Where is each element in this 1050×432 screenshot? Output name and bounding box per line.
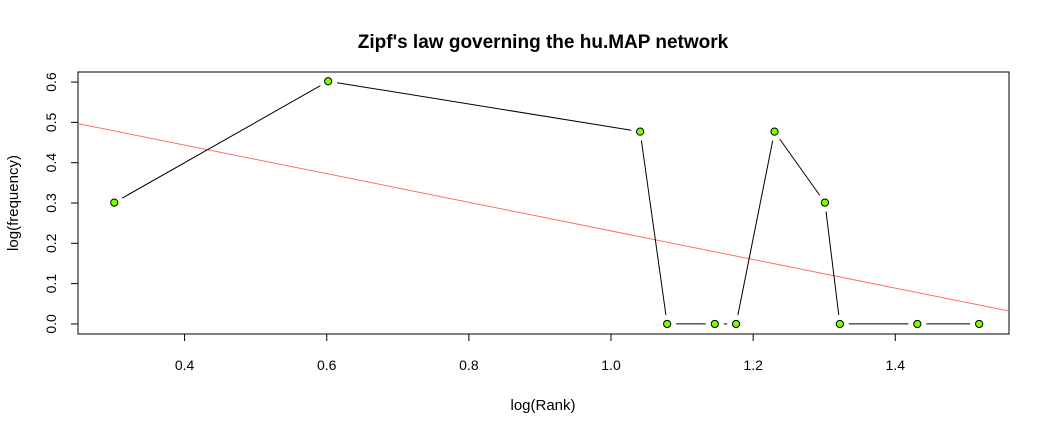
- data-point: [835, 319, 844, 329]
- series-segment: [121, 85, 321, 199]
- x-tick-label: 1.0: [601, 357, 621, 373]
- series-segment: [640, 140, 667, 316]
- x-tick-label: 0.6: [317, 357, 337, 373]
- regression-line: [77, 123, 1010, 312]
- data-point: [820, 198, 830, 207]
- y-tick-label: 0.2: [43, 233, 59, 253]
- fit-line-layer: [77, 123, 1010, 312]
- data-point: [975, 319, 984, 329]
- y-axis: 0.0 0.1 0.2 0.3 0.4 0.5 0.6: [43, 72, 79, 334]
- y-tick-label: 0.4: [43, 153, 59, 173]
- x-tick-label: 0.4: [175, 357, 195, 373]
- series-segment: [737, 140, 774, 316]
- x-tick-label: 0.8: [459, 357, 479, 373]
- y-tick-label: 0.5: [43, 112, 59, 132]
- x-tick-label: 1.2: [743, 357, 763, 373]
- series-segment: [336, 82, 632, 131]
- data-point: [324, 77, 333, 86]
- series-segment: [825, 211, 840, 316]
- data-point: [110, 198, 119, 207]
- chart-title: Zipf's law governing the hu.MAP network: [358, 32, 729, 53]
- x-axis-label: log(Rank): [510, 397, 575, 414]
- data-point: [770, 127, 779, 136]
- data-point: [710, 319, 719, 329]
- series-layer: [110, 77, 984, 329]
- plot-area-frame: [77, 71, 1010, 335]
- data-point: [913, 319, 922, 329]
- y-axis-label: log(frequency): [5, 155, 22, 251]
- data-point: [663, 319, 672, 329]
- y-tick-label: 0.0: [43, 314, 59, 334]
- y-tick-label: 0.3: [43, 193, 59, 213]
- x-tick-label: 1.4: [886, 357, 906, 373]
- x-axis: 0.4 0.6 0.8 1.0 1.2 1.4: [175, 333, 906, 373]
- series-segment: [779, 138, 821, 196]
- data-point: [731, 319, 741, 329]
- y-tick-label: 0.1: [43, 274, 59, 294]
- y-tick-label: 0.6: [43, 72, 59, 92]
- data-point: [636, 127, 645, 136]
